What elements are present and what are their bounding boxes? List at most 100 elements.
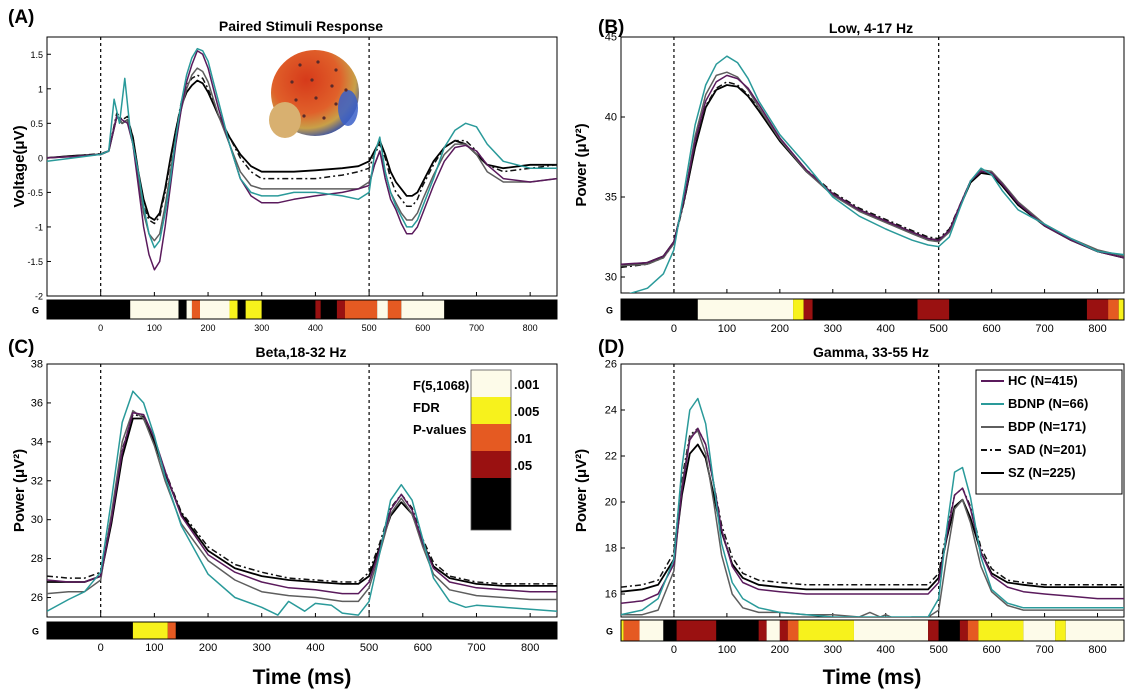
x-tick-label: 300	[254, 323, 269, 333]
significance-segment	[1108, 299, 1119, 320]
y-tick-label: 0.5	[30, 119, 43, 129]
significance-segment	[175, 622, 557, 639]
panel-b: (B) Low, 4-17 Hz Power (μV²) 30 35 40 45 G 0 100 2…	[573, 17, 1125, 335]
x-tick-label: 300	[253, 642, 271, 654]
group-legend-label: HC (N=415)	[1008, 373, 1078, 388]
series-line-bdp	[621, 429, 1124, 617]
series-line-sz	[621, 84, 1124, 267]
y-tick-label: 24	[605, 405, 617, 417]
significance-segment	[237, 300, 246, 319]
y-tick-label: 1.5	[30, 50, 43, 60]
x-tick-label: 500	[362, 323, 377, 333]
series-line-sad	[621, 81, 1124, 269]
significance-bar: G	[32, 621, 558, 640]
significance-bar-frame	[46, 621, 558, 640]
x-tick-label: 300	[824, 644, 842, 656]
y-tick-label: 22	[605, 451, 617, 463]
series-line-bdnp	[621, 397, 1124, 617]
plot-frame	[46, 363, 558, 618]
x-tick-label: 0	[98, 642, 104, 654]
panel-a: (A) Paired Stimuli Response Voltage(μV) -2 -…	[8, 7, 558, 333]
x-tick-label: 300	[824, 323, 842, 335]
significance-bar: G	[606, 298, 1125, 321]
x-tick-label: 800	[1088, 323, 1106, 335]
significance-segment	[377, 300, 388, 319]
significance-bar-frame	[46, 299, 558, 320]
series-line-bdp	[621, 71, 1124, 267]
group-legend-label: BDP (N=171)	[1008, 419, 1086, 434]
significance-bar: G	[606, 619, 1125, 642]
significance-segment	[47, 622, 133, 639]
y-tick-label: 30	[31, 514, 43, 526]
significance-segment	[315, 300, 321, 319]
x-tick-label: 600	[982, 644, 1000, 656]
significance-segment	[167, 622, 176, 639]
y-tick-label: -1	[35, 222, 43, 232]
x-tick-label: 400	[306, 642, 324, 654]
panel-letter: (C)	[8, 337, 34, 358]
electrode-dot	[316, 60, 320, 64]
series-line-sz	[621, 443, 1124, 593]
sig-legend-swatch	[471, 370, 511, 397]
significance-bar-frame	[620, 619, 1125, 642]
x-tick-label: 800	[523, 323, 538, 333]
y-tick-label: 32	[31, 475, 43, 487]
x-tick-label: 0	[98, 323, 103, 333]
series-line-bdnp	[629, 55, 1124, 293]
panel-title: Paired Stimuli Response	[219, 18, 383, 34]
y-tick-label: 20	[605, 497, 617, 509]
head-face	[269, 102, 301, 138]
y-tick-label: 45	[605, 32, 617, 44]
electrode-dot	[294, 98, 298, 102]
significance-segment	[621, 299, 698, 320]
series-line-hc	[47, 411, 557, 595]
y-tick-label: 26	[605, 359, 617, 371]
sig-legend-label: .01	[514, 431, 532, 446]
y-tick-label: 35	[605, 192, 617, 204]
significance-bar-label: G	[32, 306, 39, 316]
significance-segment	[803, 299, 813, 320]
x-tick-label: 800	[521, 642, 539, 654]
x-tick-label: 200	[201, 323, 216, 333]
significance-segment	[344, 300, 378, 319]
significance-segment	[779, 620, 788, 641]
significance-segment	[1023, 620, 1056, 641]
sig-legend-label: .005	[514, 404, 539, 419]
electrode-dot	[330, 84, 334, 88]
sig-legend-swatch	[471, 451, 511, 478]
sig-legend-frame	[470, 369, 512, 531]
y-tick-label: -0.5	[27, 188, 43, 198]
electrode-dot	[334, 68, 338, 72]
significance-segment	[787, 620, 799, 641]
significance-bar-label: G	[606, 627, 613, 637]
group-legend: HC (N=415) BDNP (N=66) BDP (N=171) SAD (N=2…	[975, 369, 1123, 495]
significance-segment	[853, 620, 929, 641]
x-tick-label: 400	[877, 323, 895, 335]
series-line-hc	[621, 427, 1124, 604]
y-axis-label: Power (μV²)	[11, 449, 28, 532]
significance-bar-label: G	[32, 627, 39, 637]
x-tick-label: 500	[930, 323, 948, 335]
x-tick-label: 700	[1035, 644, 1053, 656]
sig-legend-title-line: FDR	[413, 400, 440, 415]
sig-legend-swatch	[471, 397, 511, 424]
significance-segment	[336, 300, 345, 319]
y-tick-label: -2	[35, 292, 43, 302]
significance-segment	[261, 300, 316, 319]
x-tick-label: 500	[930, 644, 948, 656]
x-axis-label-left: Time (ms)	[253, 666, 352, 689]
significance-segment	[229, 300, 238, 319]
x-tick-label: 700	[469, 323, 484, 333]
y-tick-label: 0	[38, 153, 43, 163]
significance-segment	[623, 620, 640, 641]
series-line-bdp	[47, 67, 557, 242]
significance-segment	[1118, 299, 1124, 320]
significance-segment	[191, 300, 200, 319]
significance-segment	[812, 299, 918, 320]
significance-segment	[444, 300, 557, 319]
significance-segment	[200, 300, 230, 319]
electrode-dot	[334, 102, 338, 106]
series-line-sz	[47, 417, 557, 587]
significance-bar-frame	[620, 298, 1125, 321]
panel-letter: (B)	[598, 17, 624, 38]
